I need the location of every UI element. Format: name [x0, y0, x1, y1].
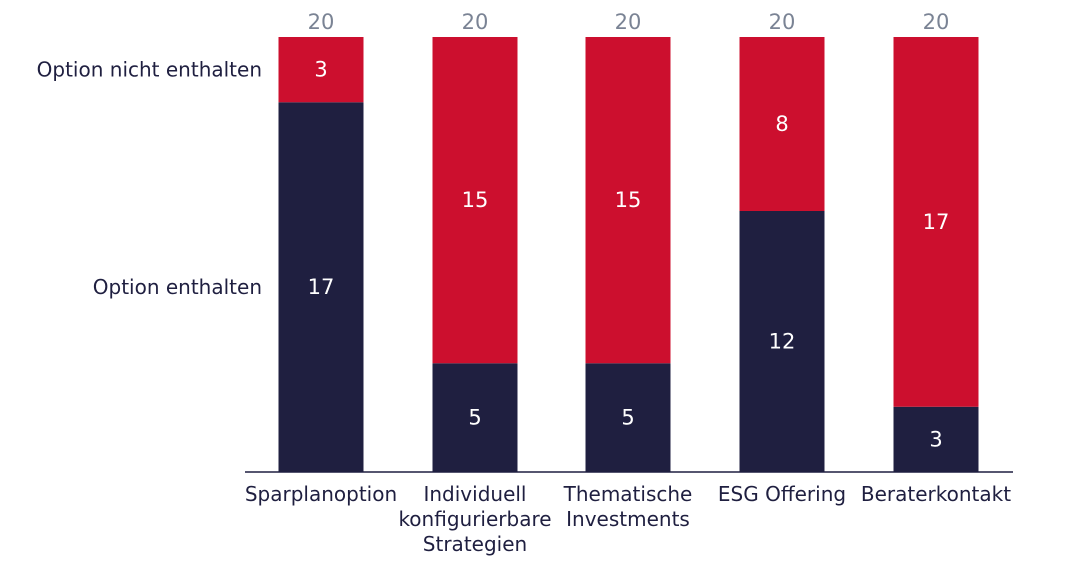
- bar-segment: [893, 37, 979, 407]
- category-label: konfigurierbare: [398, 507, 551, 531]
- bar-value-label: 3: [314, 58, 327, 82]
- total-label: 20: [615, 10, 642, 34]
- bar-segment: [585, 363, 671, 472]
- category-label: Strategien: [423, 532, 527, 556]
- category-label: Beraterkontakt: [861, 482, 1011, 506]
- bar-segment: [432, 363, 518, 472]
- bar-segment: [432, 37, 518, 364]
- bar-value-label: 12: [769, 330, 796, 354]
- bar-value-label: 5: [621, 406, 634, 430]
- legend-label: Option nicht enthalten: [37, 58, 262, 82]
- category-label: Investments: [566, 507, 690, 531]
- bar-value-label: 17: [308, 275, 335, 299]
- bar-value-label: 15: [462, 188, 489, 212]
- total-label: 20: [308, 10, 335, 34]
- legend-label: Option enthalten: [93, 275, 262, 299]
- bar-segment: [739, 211, 825, 472]
- bar-segment: [278, 37, 364, 103]
- bar-segment: [585, 37, 671, 364]
- category-label: Individuell: [423, 482, 526, 506]
- bar-segment: [739, 37, 825, 211]
- total-label: 20: [923, 10, 950, 34]
- total-label: 20: [462, 10, 489, 34]
- category-label: Thematische: [563, 482, 693, 506]
- bar-value-label: 17: [923, 210, 950, 234]
- bar-value-label: 15: [615, 188, 642, 212]
- bar-value-label: 8: [775, 112, 788, 136]
- total-label: 20: [769, 10, 796, 34]
- category-label: ESG Offering: [718, 482, 846, 506]
- bar-segment: [893, 406, 979, 472]
- bar-value-label: 3: [929, 427, 942, 451]
- category-label: Sparplanoption: [245, 482, 397, 506]
- bar-segment: [278, 102, 364, 472]
- bar-value-label: 5: [468, 406, 481, 430]
